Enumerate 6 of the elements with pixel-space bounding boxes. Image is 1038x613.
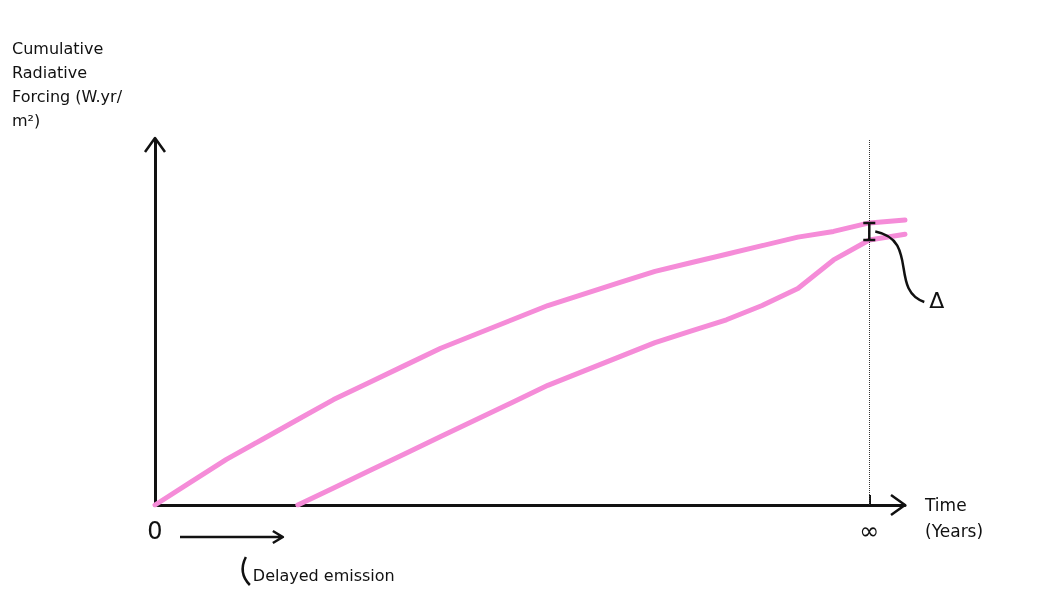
text: Cumulative Radiative Forcing (W.yr/m²) [12,38,123,130]
text: Delayed emission [252,565,395,585]
x-tick-label: ∞ [859,517,880,545]
x-tick-label: 0 [147,517,163,545]
text: Δ [929,288,945,314]
x-axis-title: Time (Years) [924,495,984,541]
